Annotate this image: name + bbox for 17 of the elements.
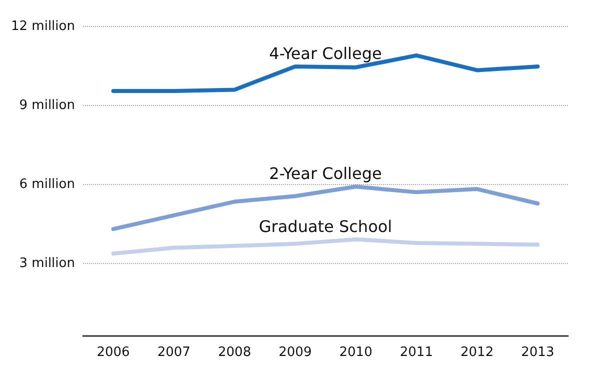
x-tick-label: 2010 (339, 345, 372, 360)
x-tick-label: 2009 (278, 345, 312, 360)
y-tick-label: 12 million (10, 19, 75, 34)
y-tick-label: 9 million (19, 98, 75, 114)
series-label: 4-Year College (269, 44, 382, 64)
x-tick-label: 2012 (460, 345, 494, 360)
series-label: Graduate School (258, 216, 392, 236)
x-tick-label: 2013 (521, 345, 554, 360)
x-tick-label: 2007 (157, 345, 190, 360)
line-series (111, 237, 540, 256)
y-tick-label: 6 million (19, 177, 75, 192)
series-label: 2-Year College (269, 164, 382, 184)
y-tick-label: 3 million (19, 256, 75, 272)
x-tick-label: 2008 (218, 345, 252, 360)
line-series (111, 184, 540, 232)
x-tick-label: 2011 (400, 345, 433, 360)
x-tick-label: 2006 (96, 345, 130, 360)
